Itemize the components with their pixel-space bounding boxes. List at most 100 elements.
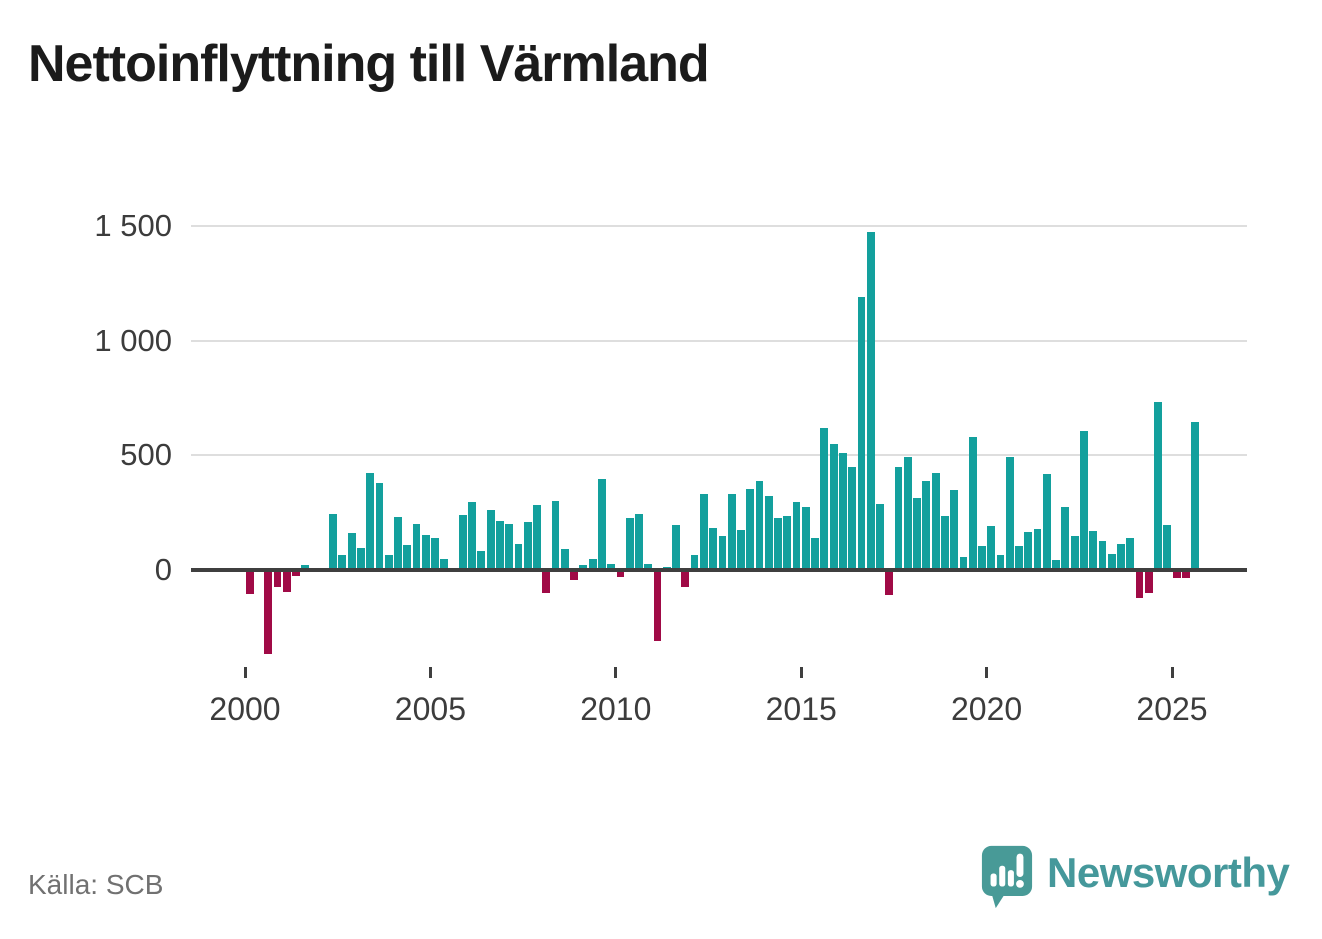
bar-2004Q1 <box>394 517 402 570</box>
newsworthy-speech-bubble-chart-icon <box>981 845 1033 909</box>
bar-2023Q4 <box>1126 537 1135 570</box>
bar-2012Q1 <box>690 555 699 570</box>
y-axis-tick-label: 1 000 <box>94 322 172 358</box>
bar-2016Q1 <box>839 453 847 570</box>
bar-2006Q2 <box>477 550 486 570</box>
bar-2007Q3 <box>523 521 532 570</box>
bar-2003Q3 <box>375 482 384 570</box>
bar-2010Q4 <box>644 564 653 570</box>
bar-2013Q2 <box>737 529 745 570</box>
bar-2018Q4 <box>940 516 949 570</box>
bar-2006Q3 <box>486 510 495 570</box>
bar-2005Q1 <box>431 537 439 570</box>
x-axis-tick <box>428 667 432 678</box>
bar-2017Q1 <box>876 503 884 570</box>
bar-2022Q2 <box>1070 535 1079 570</box>
bar-2019Q2 <box>959 557 968 570</box>
bar-2021Q1 <box>1024 532 1033 570</box>
bar-2004Q4 <box>421 534 430 570</box>
x-axis-year-label: 2005 <box>394 691 466 727</box>
bar-2005Q2 <box>440 558 449 570</box>
bar-2020Q1 <box>987 526 996 570</box>
bar-2024Q2 <box>1144 570 1153 593</box>
bar-2000Q3 <box>264 570 273 654</box>
bar-2012Q2 <box>699 494 708 570</box>
bar-2025Q2 <box>1181 570 1190 578</box>
bar-2019Q1 <box>950 489 959 570</box>
bar-2014Q3 <box>783 516 792 570</box>
bar-2010Q1 <box>616 570 625 577</box>
bar-2023Q1 <box>1098 541 1107 570</box>
bar-2001Q1 <box>282 570 291 592</box>
x-axis-year-label: 2025 <box>1136 691 1208 727</box>
bar-2011Q1 <box>653 570 662 642</box>
bar-2007Q2 <box>514 543 523 570</box>
bar-2021Q4 <box>1052 559 1061 570</box>
bar-2015Q1 <box>801 506 810 570</box>
bar-2020Q2 <box>996 555 1005 570</box>
bar-2008Q3 <box>560 549 569 570</box>
bar-2001Q3 <box>301 565 310 570</box>
bar-2024Q1 <box>1135 570 1144 598</box>
bar-2005Q4 <box>458 515 467 570</box>
bar-2003Q2 <box>366 472 375 570</box>
bar-2021Q3 <box>1042 473 1051 570</box>
source-note: Källa: SCB <box>28 869 164 900</box>
chart-title: Nettoinflyttning till Värmland <box>28 35 710 93</box>
x-axis-tick <box>1170 667 1174 678</box>
bar-2014Q1 <box>764 495 773 570</box>
bar-2007Q4 <box>533 504 541 570</box>
bar-2020Q4 <box>1015 545 1023 570</box>
bar-2000Q4 <box>273 570 282 588</box>
bar-2008Q2 <box>551 501 560 570</box>
bar-2010Q2 <box>625 518 634 570</box>
bar-2015Q3 <box>820 427 829 570</box>
bar-2017Q3 <box>894 466 903 570</box>
bar-2018Q1 <box>913 497 921 570</box>
bar-2013Q4 <box>755 480 764 570</box>
bar-2016Q2 <box>848 466 857 570</box>
bar-2007Q1 <box>505 524 514 570</box>
y-gridline <box>191 454 1247 457</box>
bar-2012Q3 <box>709 527 718 570</box>
bar-2010Q3 <box>635 513 643 570</box>
bar-2019Q3 <box>968 437 977 570</box>
bar-2009Q1 <box>579 565 588 570</box>
x-axis-year-label: 2000 <box>209 691 281 727</box>
bar-2017Q4 <box>903 456 912 570</box>
y-gridline <box>191 225 1247 228</box>
bar-2018Q2 <box>922 480 931 570</box>
bar-2024Q3 <box>1154 401 1162 570</box>
bar-2012Q4 <box>718 535 727 570</box>
bar-2004Q3 <box>412 524 421 570</box>
y-axis-tick-label: 500 <box>120 437 172 473</box>
bar-2014Q2 <box>774 518 782 570</box>
bar-2022Q4 <box>1089 531 1098 570</box>
bar-2023Q3 <box>1117 543 1125 570</box>
x-axis-tick <box>799 667 803 678</box>
bar-2009Q2 <box>588 558 597 570</box>
x-axis-year-label: 2015 <box>765 691 837 727</box>
bar-2019Q4 <box>978 545 986 570</box>
bar-2003Q1 <box>356 548 365 570</box>
y-gridline <box>191 339 1247 342</box>
bar-2025Q1 <box>1172 570 1181 578</box>
bar-2016Q3 <box>857 297 866 570</box>
bar-2004Q2 <box>403 544 412 570</box>
bar-2024Q4 <box>1163 525 1172 570</box>
newsworthy-branding: Newsworthy <box>981 845 1290 909</box>
bar-2006Q4 <box>496 520 504 570</box>
bar-2017Q2 <box>885 570 894 596</box>
bar-2015Q4 <box>829 443 838 570</box>
bar-2002Q3 <box>338 555 347 570</box>
bar-2000Q1 <box>245 570 254 595</box>
bar-2022Q1 <box>1061 506 1070 570</box>
bar-2008Q1 <box>542 570 551 593</box>
bar-2002Q2 <box>329 513 337 570</box>
x-axis-tick <box>614 667 618 678</box>
bar-2013Q1 <box>727 494 736 570</box>
x-axis-tick <box>243 667 247 678</box>
bar-2022Q3 <box>1080 431 1088 570</box>
y-axis-tick-label: 0 <box>154 552 172 587</box>
